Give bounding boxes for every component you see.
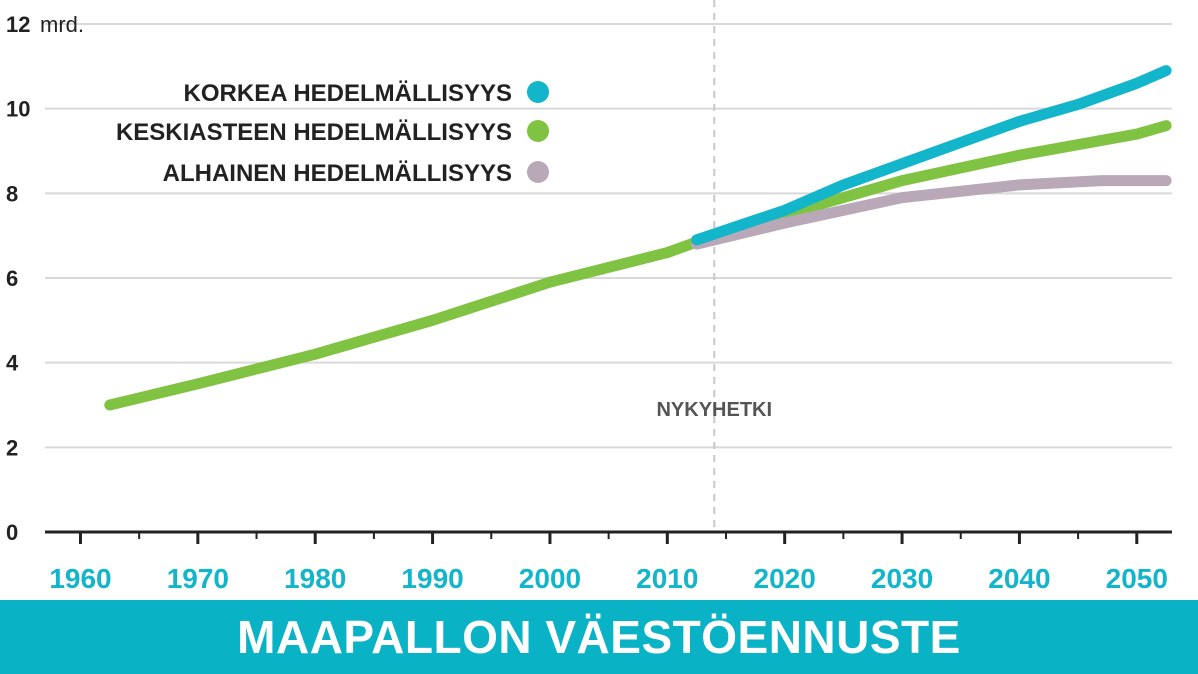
x-tick-label: 1970 <box>167 563 229 594</box>
x-tick-label: 1990 <box>401 563 463 594</box>
legend-swatch <box>527 120 549 142</box>
series-line-0 <box>691 65 1172 246</box>
legend-label: ALHAINEN HEDELMÄLLISYYS <box>163 160 512 187</box>
title-bar: MAAPALLON VÄESTÖENNUSTE <box>0 600 1198 674</box>
y-tick-label: 12 <box>6 12 30 37</box>
x-tick-label: 2000 <box>519 563 581 594</box>
series-line-2 <box>691 175 1172 250</box>
x-tick-label: 2030 <box>871 563 933 594</box>
y-tick-label: 8 <box>6 181 18 206</box>
legend-label: KESKIASTEEN HEDELMÄLLISYYS <box>116 119 512 146</box>
series-lines <box>104 65 1172 411</box>
legend: KORKEA HEDELMÄLLISYYS KESKIASTEEN HEDELMÄ… <box>116 80 549 187</box>
series-line-1 <box>104 120 1172 411</box>
y-tick-label: 10 <box>6 97 30 122</box>
x-tick-label: 2050 <box>1106 563 1168 594</box>
chart-svg: NYKYHETKI 0 2 4 6 8 10 12 mrd. 1960 1970 1980 1990 2… <box>6 0 1172 594</box>
y-tick-label: 6 <box>6 266 18 291</box>
x-tick-label: 2020 <box>754 563 816 594</box>
present-marker: NYKYHETKI <box>656 0 772 532</box>
x-tick-label: 2010 <box>636 563 698 594</box>
legend-swatch <box>527 161 549 183</box>
present-label: NYKYHETKI <box>656 399 772 421</box>
legend-label: KORKEA HEDELMÄLLISYYS <box>184 80 512 107</box>
y-unit-label: mrd. <box>40 12 84 37</box>
y-tick-label: 4 <box>6 351 19 376</box>
y-tick-label: 2 <box>6 435 18 460</box>
y-tick-label: 0 <box>6 520 18 545</box>
gridlines <box>45 23 1172 449</box>
axes: 0 2 4 6 8 10 12 mrd. 1960 1970 1980 1990 2000 2010 202… <box>6 12 1172 594</box>
legend-swatch <box>527 81 549 103</box>
x-tick-label: 1960 <box>49 563 111 594</box>
chart-title: MAAPALLON VÄESTÖENNUSTE <box>237 611 961 663</box>
x-tick-label: 2040 <box>988 563 1050 594</box>
x-tick-label: 1980 <box>284 563 346 594</box>
